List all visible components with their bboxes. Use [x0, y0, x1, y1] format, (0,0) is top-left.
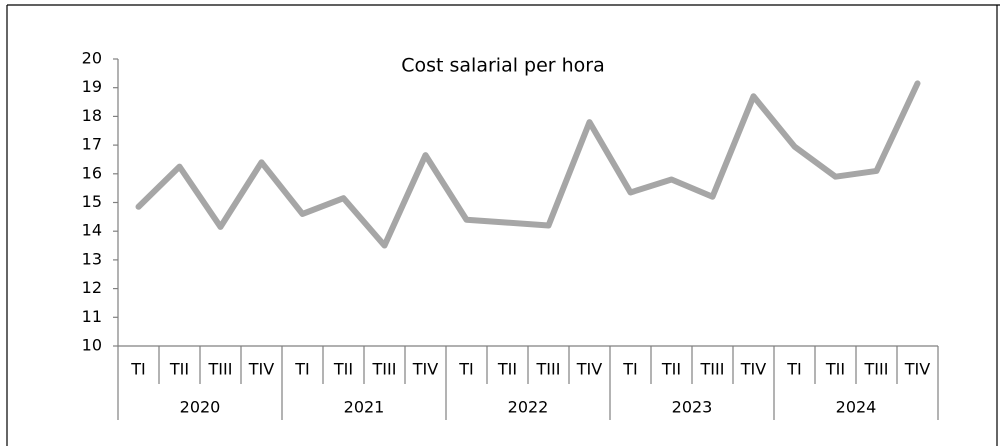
- x-tick-label: TI: [786, 360, 802, 379]
- x-tick-label: TIII: [372, 360, 397, 379]
- x-tick-label: TI: [458, 360, 474, 379]
- group-label: 2021: [344, 398, 385, 417]
- x-tick-label: TI: [130, 360, 146, 379]
- line: [135, 80, 921, 249]
- x-tick-label: TII: [333, 360, 353, 379]
- x-tick-label: TIV: [740, 360, 766, 379]
- x-tick-label: TI: [294, 360, 310, 379]
- x-tick-label: TII: [169, 360, 189, 379]
- x-tick-label: TIII: [864, 360, 889, 379]
- y-tick-label: 11: [82, 307, 102, 326]
- x-tick-label: TII: [497, 360, 517, 379]
- x-tick-label: TIV: [412, 360, 438, 379]
- x-tick-label: TIV: [904, 360, 930, 379]
- group-label: 2022: [508, 398, 549, 417]
- y-tick-label: 16: [82, 163, 102, 182]
- y-tick-label: 19: [82, 77, 102, 96]
- y-tick-label: 14: [82, 221, 102, 240]
- y-tick-label: 18: [82, 106, 102, 125]
- x-tick-label: TIV: [248, 360, 274, 379]
- x-tick-label: TIII: [700, 360, 725, 379]
- x-tick-label: TIII: [536, 360, 561, 379]
- chart-title: Cost salarial per hora: [401, 55, 605, 77]
- y-tick-label: 17: [82, 135, 102, 154]
- group-label: 2023: [672, 398, 713, 417]
- group-label: 2024: [836, 398, 877, 417]
- x-tick-label: TIII: [208, 360, 233, 379]
- y-tick-label: 10: [82, 336, 102, 355]
- y-tick-label: 12: [82, 278, 102, 297]
- y-tick-label: 13: [82, 249, 102, 268]
- x-tick-label: TII: [825, 360, 845, 379]
- x-tick-label: TI: [622, 360, 638, 379]
- group-label: 2020: [180, 398, 221, 417]
- y-tick-label: 20: [82, 49, 102, 68]
- x-tick-label: TIV: [576, 360, 602, 379]
- y-tick-label: 15: [82, 192, 102, 211]
- x-tick-label: TII: [661, 360, 681, 379]
